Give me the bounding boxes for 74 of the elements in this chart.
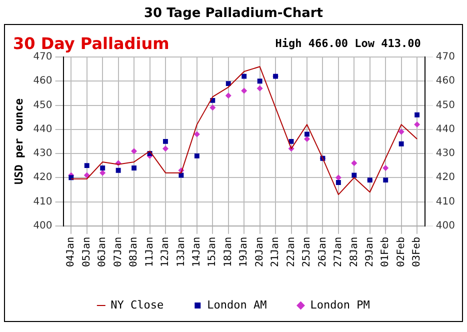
point (304, 136, 310, 142)
x-tick-label: 22Jan (286, 236, 297, 268)
legend-label: NY Close (110, 298, 164, 312)
x-tick-label: 11Jan (144, 236, 156, 268)
x-tick-label: 18Jan (222, 236, 234, 268)
x-tick-label: 05Jan (81, 236, 92, 268)
y2-tick-label: 430 (436, 148, 456, 160)
point (163, 138, 168, 144)
point (100, 166, 106, 170)
x-tick-label: 20Jan (254, 236, 266, 268)
y2-tick-label: 410 (436, 196, 456, 208)
point (194, 131, 200, 138)
text: High 466.00 Low 413.00 (275, 37, 421, 50)
point (84, 163, 90, 168)
point (241, 88, 248, 94)
point (210, 104, 216, 111)
y-axis-title: USD per ounce (12, 98, 26, 184)
y2-tick-label: 470 (436, 52, 456, 63)
x-tick-label: 02Feb (396, 236, 407, 268)
point (116, 168, 121, 173)
point (256, 85, 263, 92)
chart-title: 30 Tage Palladium-Chart (142, 6, 324, 21)
x-tick-label: 12Jan (160, 236, 172, 268)
x-tick-label: 03Feb (412, 236, 423, 268)
x-tick-label: 07Jan (112, 236, 124, 268)
x-tick-label: 26Jan (317, 236, 328, 268)
y-tick-label: 420 (33, 172, 52, 184)
x-tick-label: 13Jan (176, 236, 187, 268)
point (351, 160, 358, 166)
point (304, 132, 310, 137)
point (398, 128, 404, 135)
x-tick-label: 21Jan (270, 236, 282, 268)
x-tick-label: 25Jan (302, 236, 313, 268)
y2-tick-label: 400 (436, 220, 456, 232)
text: 30 Day Palladium (13, 34, 170, 53)
x-tick-label: 06Jan (97, 236, 108, 268)
y-tick-label: 460 (33, 76, 52, 87)
point (382, 164, 389, 171)
point (225, 92, 232, 99)
point (257, 78, 262, 84)
y-tick-label: 470 (33, 52, 52, 63)
y-tick-label: 440 (33, 124, 52, 135)
x-tick-label: 19Jan (238, 236, 250, 268)
y2-tick-label: 420 (436, 172, 456, 184)
point (398, 141, 404, 146)
point (131, 148, 138, 154)
x-tick-label: 15Jan (207, 236, 218, 268)
y-tick-label: 430 (33, 148, 52, 160)
x-tick-label: 14Jan (192, 236, 203, 268)
point (414, 122, 420, 128)
point (242, 74, 247, 79)
legend-label: London PM (310, 298, 370, 312)
y-tick-label: 450 (33, 100, 52, 111)
y-tick-label: 400 (33, 220, 52, 232)
y-tick-label: 410 (33, 196, 52, 208)
point (336, 180, 341, 185)
point (84, 172, 90, 178)
y2-tick-label: 450 (436, 100, 456, 111)
point (162, 146, 168, 152)
point (352, 172, 357, 178)
point (383, 178, 388, 183)
point (414, 112, 420, 118)
x-tick-label: 01Feb (380, 236, 392, 268)
point (194, 153, 200, 158)
y2-tick-label: 440 (436, 124, 456, 135)
x-tick-label: 28Jan (348, 236, 360, 268)
y2-tick-label: 460 (436, 76, 456, 87)
point (132, 166, 137, 170)
x-tick-label: 08Jan (128, 236, 140, 268)
x-tick-label: 29Jan (364, 236, 376, 268)
x-tick-label: 04Jan (66, 236, 77, 268)
point (226, 81, 231, 86)
legend-label: London AM (207, 298, 268, 312)
x-tick-label: 27Jan (333, 236, 344, 268)
